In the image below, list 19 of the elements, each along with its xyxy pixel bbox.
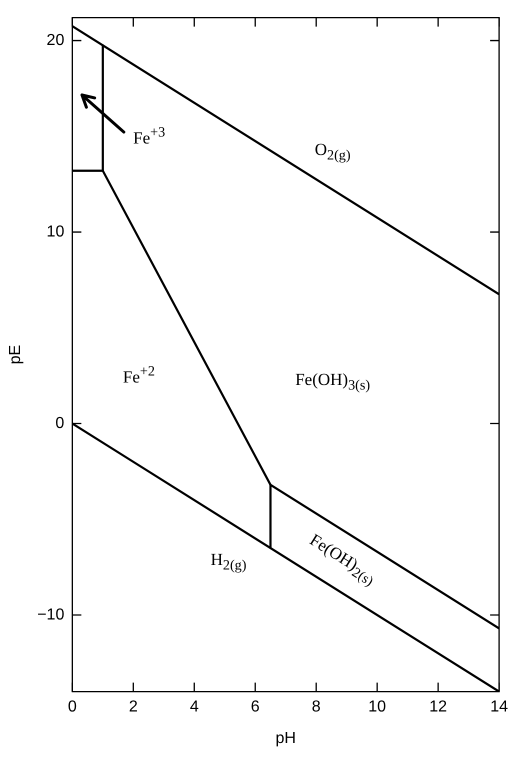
y-tick-label: 10	[46, 223, 64, 240]
annotation: Fe(OH)$_{3(s)}$	[295, 370, 370, 394]
y-tick-label: 20	[46, 32, 64, 49]
x-tick-label: 2	[128, 698, 138, 716]
y-tick-label: 0	[55, 414, 64, 432]
annotation: Fe$^{+3}$	[133, 124, 166, 148]
x-tick-label: 6	[250, 698, 260, 716]
annotation: O$_{2(g)}$	[314, 140, 351, 164]
x-tick-label: 0	[68, 698, 77, 716]
annotation: Fe$^{+2}$	[122, 363, 155, 386]
x-tick-label: 10	[368, 698, 386, 716]
x-tick-label: 4	[190, 698, 199, 716]
x-tick-label: 8	[312, 698, 321, 716]
x-tick-label: 12	[429, 698, 448, 716]
annotation: H$_{2(g)}$	[210, 550, 246, 574]
y-tick-label: −10	[37, 606, 64, 624]
x-axis-title: pH	[275, 730, 296, 747]
y-axis-title: pE	[7, 344, 24, 364]
x-tick-label: 14	[490, 698, 508, 716]
